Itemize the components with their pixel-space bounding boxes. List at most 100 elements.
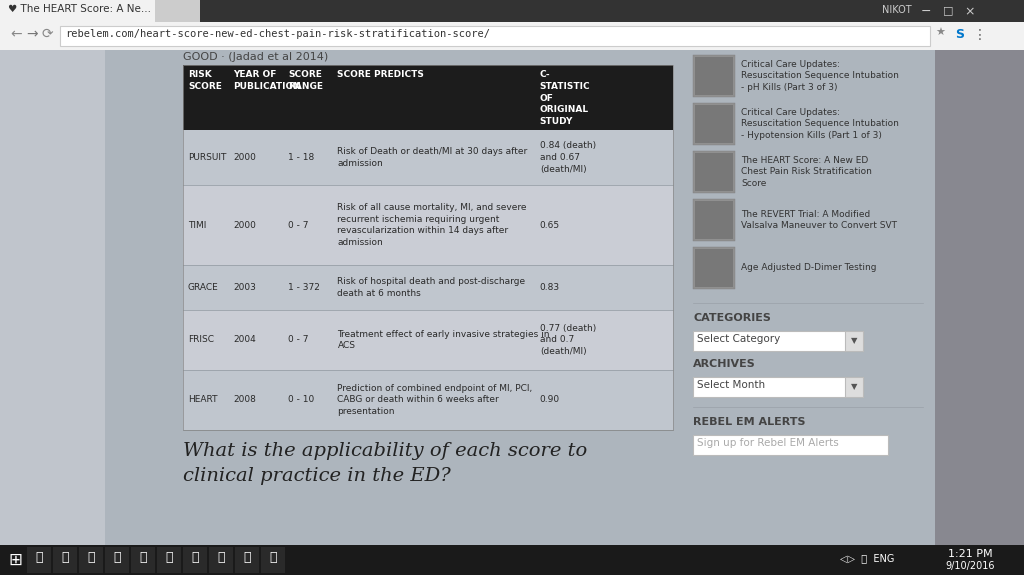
Bar [131,547,155,573]
Text: −: − [921,5,931,18]
Bar [27,547,51,573]
Text: 0.83: 0.83 [540,283,560,292]
Text: REBEL EM ALERTS: REBEL EM ALERTS [693,417,806,427]
Text: 📰: 📰 [139,551,146,564]
Text: Select Category: Select Category [697,334,780,344]
Text: 📋: 📋 [269,551,276,564]
Text: Prediction of combined endpoint of MI, PCI,
CABG or death within 6 weeks after
p: Prediction of combined endpoint of MI, P… [338,384,532,416]
Text: 📄: 📄 [191,551,199,564]
Text: 📁: 📁 [61,551,69,564]
Text: ×: × [965,5,975,18]
Bar [183,65,673,130]
Text: What is the applicability of each score to
clinical practice in the ED?: What is the applicability of each score … [183,442,587,485]
Bar [0,545,1024,575]
Text: TIMI: TIMI [188,220,207,229]
Text: SCORE
RANGE: SCORE RANGE [289,70,324,91]
Text: 0 - 7: 0 - 7 [289,220,309,229]
Text: ARCHIVES: ARCHIVES [693,359,756,369]
Text: rebelem.com/heart-score-new-ed-chest-pain-risk-stratification-score/: rebelem.com/heart-score-new-ed-chest-pai… [65,29,490,39]
Text: S: S [955,28,965,41]
Bar [695,105,733,143]
Text: →: → [26,27,38,41]
Text: Age Adjusted D-Dimer Testing: Age Adjusted D-Dimer Testing [741,263,877,273]
Text: YEAR OF
PUBLICATION: YEAR OF PUBLICATION [233,70,301,91]
Text: 0.84 (death)
and 0.67
(death/MI): 0.84 (death) and 0.67 (death/MI) [540,141,596,174]
Text: C-
STATISTIC
OF
ORIGINAL
STUDY: C- STATISTIC OF ORIGINAL STUDY [540,70,591,126]
Text: RISK
SCORE: RISK SCORE [188,70,222,91]
Bar [157,547,181,573]
Text: 🎞: 🎞 [217,551,224,564]
Text: 0 - 10: 0 - 10 [289,396,314,404]
Bar [935,50,1024,545]
Text: 📧: 📧 [114,551,121,564]
Bar [695,153,733,191]
Bar [695,57,733,95]
Bar [0,50,1024,545]
Bar [0,0,155,22]
Text: ▼: ▼ [851,336,857,346]
Bar [183,130,673,185]
Bar [0,0,1024,22]
Bar [695,249,733,287]
Text: FRISC: FRISC [188,335,214,344]
Text: The REVERT Trial: A Modified
Valsalva Maneuver to Convert SVT: The REVERT Trial: A Modified Valsalva Ma… [741,210,897,230]
Text: 0.65: 0.65 [540,220,560,229]
Text: GRACE: GRACE [188,283,219,292]
Text: 9/10/2016: 9/10/2016 [945,561,994,571]
Text: 1 - 372: 1 - 372 [289,283,321,292]
Text: □: □ [943,5,953,15]
Text: 2004: 2004 [233,335,256,344]
Text: ⟳: ⟳ [42,27,53,41]
Bar [693,331,863,351]
Text: NIKOT: NIKOT [882,5,911,15]
Bar [79,547,103,573]
Bar [183,370,673,430]
Text: Sign up for Rebel EM Alerts: Sign up for Rebel EM Alerts [697,438,839,448]
Bar [53,547,77,573]
Bar [693,199,735,241]
Bar [693,55,735,97]
Text: HEART: HEART [188,396,217,404]
Bar [60,26,930,46]
Text: PURSUIT: PURSUIT [188,153,226,162]
Text: ◁▷  ⌕  ENG: ◁▷ ⌕ ENG [840,553,894,563]
Bar [693,435,888,455]
Text: 1:21 PM: 1:21 PM [947,549,992,559]
Bar [261,547,285,573]
Text: 🎵: 🎵 [244,551,251,564]
Text: ⋮: ⋮ [973,28,987,42]
Text: Treatment effect of early invasive strategies in
ACS: Treatment effect of early invasive strat… [338,329,550,350]
Text: 🖼: 🖼 [165,551,173,564]
Text: 0.77 (death)
and 0.7
(death/MI): 0.77 (death) and 0.7 (death/MI) [540,324,596,356]
Bar [0,50,105,545]
Bar [183,265,673,310]
Bar [183,65,673,430]
Bar [183,185,673,265]
Bar [234,547,259,573]
Text: 2000: 2000 [233,220,256,229]
Bar [209,547,233,573]
Text: Risk of Death or death/MI at 30 days after
admission: Risk of Death or death/MI at 30 days aft… [338,147,527,168]
Bar [693,247,735,289]
Bar [693,151,735,193]
Text: Risk of hospital death and post-discharge
death at 6 months: Risk of hospital death and post-discharg… [338,277,525,298]
Text: GOOD · (Jadad et al 2014): GOOD · (Jadad et al 2014) [183,52,329,62]
Text: CATEGORIES: CATEGORIES [693,313,771,323]
Bar [183,310,673,370]
Text: ←: ← [10,27,22,41]
Text: 🔍: 🔍 [35,551,43,564]
Text: ⊞: ⊞ [8,551,22,569]
Text: 🎬: 🎬 [87,551,95,564]
Text: Critical Care Updates:
Resuscitation Sequence Intubation
- pH Kills (Part 3 of 3: Critical Care Updates: Resuscitation Seq… [741,60,899,92]
Text: SCORE PREDICTS: SCORE PREDICTS [338,70,424,79]
Text: 1 - 18: 1 - 18 [289,153,314,162]
Bar [845,377,863,397]
Bar [183,547,207,573]
Bar [0,22,1024,50]
Text: 0 - 7: 0 - 7 [289,335,309,344]
Text: Select Month: Select Month [697,380,765,390]
Text: The HEART Score: A New ED
Chest Pain Risk Stratification
Score: The HEART Score: A New ED Chest Pain Ris… [741,156,871,188]
Bar [693,377,863,397]
Text: Risk of all cause mortality, MI, and severe
recurrent ischemia requiring urgent
: Risk of all cause mortality, MI, and sev… [338,203,527,247]
Text: 2003: 2003 [233,283,256,292]
